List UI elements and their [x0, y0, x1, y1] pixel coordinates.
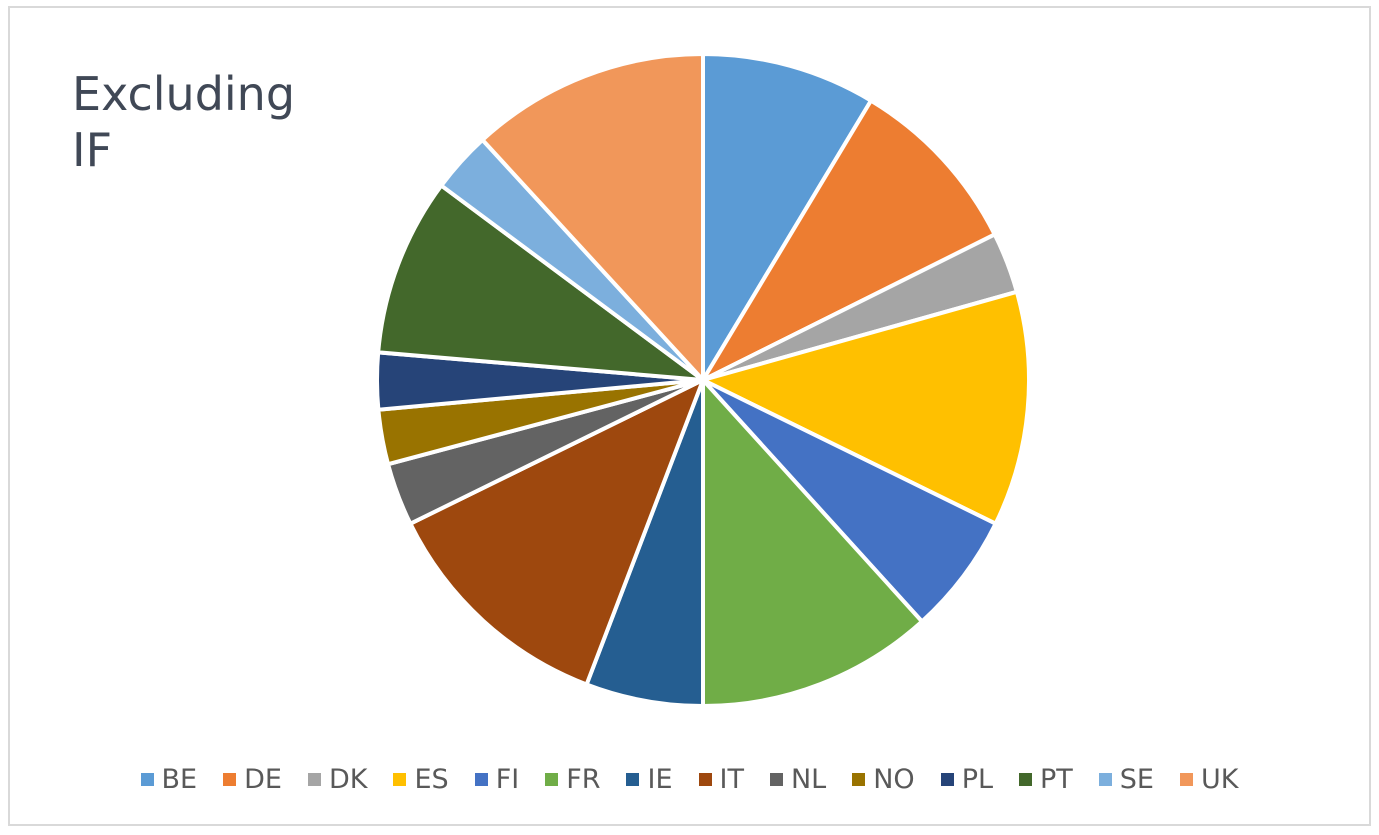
legend-swatch	[307, 773, 321, 786]
legend-item: UK	[1180, 764, 1238, 795]
pie-slice	[701, 52, 874, 382]
legend-swatch	[626, 773, 640, 786]
pie-slice	[701, 378, 998, 624]
legend-swatch	[140, 773, 154, 786]
legend-item: PL	[940, 764, 994, 795]
legend-item: NL	[769, 764, 827, 795]
legend-item: DE	[223, 764, 282, 795]
pie-slice	[701, 378, 924, 708]
legend-item: SE	[1098, 764, 1154, 795]
legend-label: SE	[1119, 764, 1154, 795]
legend-label: BE	[161, 764, 198, 795]
legend-item: FR	[545, 764, 600, 795]
chart-title: Excluding IF	[72, 67, 296, 177]
legend-label: UK	[1201, 764, 1239, 795]
legend-swatch	[474, 773, 488, 786]
legend-swatch	[1098, 773, 1112, 786]
chart-frame	[8, 6, 1371, 826]
legend-label: PL	[961, 764, 994, 795]
pie-slice	[701, 289, 1031, 526]
legend-swatch	[393, 773, 407, 786]
legend-swatch	[698, 773, 712, 786]
legend-swatch	[940, 773, 954, 786]
legend-label: DK	[328, 764, 368, 795]
pie-chart	[375, 52, 1031, 708]
legend-label: ES	[414, 764, 449, 795]
legend-label: FR	[566, 764, 601, 795]
legend-label: IT	[719, 764, 744, 795]
legend-label: NL	[790, 764, 827, 795]
legend-label: PT	[1040, 764, 1073, 795]
legend-item: DK	[307, 764, 368, 795]
legend-label: DE	[244, 764, 282, 795]
legend-swatch	[769, 773, 783, 786]
legend-swatch	[545, 773, 559, 786]
pie-slice	[376, 183, 705, 382]
legend-label: NO	[873, 764, 915, 795]
pie-slice	[701, 98, 997, 382]
legend-item: IE	[626, 764, 673, 795]
pie-slice	[408, 378, 705, 687]
legend-swatch	[1019, 773, 1033, 786]
legend-label: IE	[647, 764, 673, 795]
legend-item: ES	[393, 764, 449, 795]
legend-item: IT	[698, 764, 744, 795]
pie-slice	[480, 52, 705, 382]
legend: BE DE DK ES FI FR IE IT NL NO PL PT SE UK	[0, 764, 1379, 795]
legend-swatch	[852, 773, 866, 786]
legend-item: BE	[140, 764, 198, 795]
legend-swatch	[223, 773, 237, 786]
legend-item: NO	[852, 764, 915, 795]
legend-item: PT	[1019, 764, 1073, 795]
legend-label: FI	[495, 764, 520, 795]
legend-swatch	[1180, 773, 1193, 786]
legend-item: FI	[474, 764, 520, 795]
